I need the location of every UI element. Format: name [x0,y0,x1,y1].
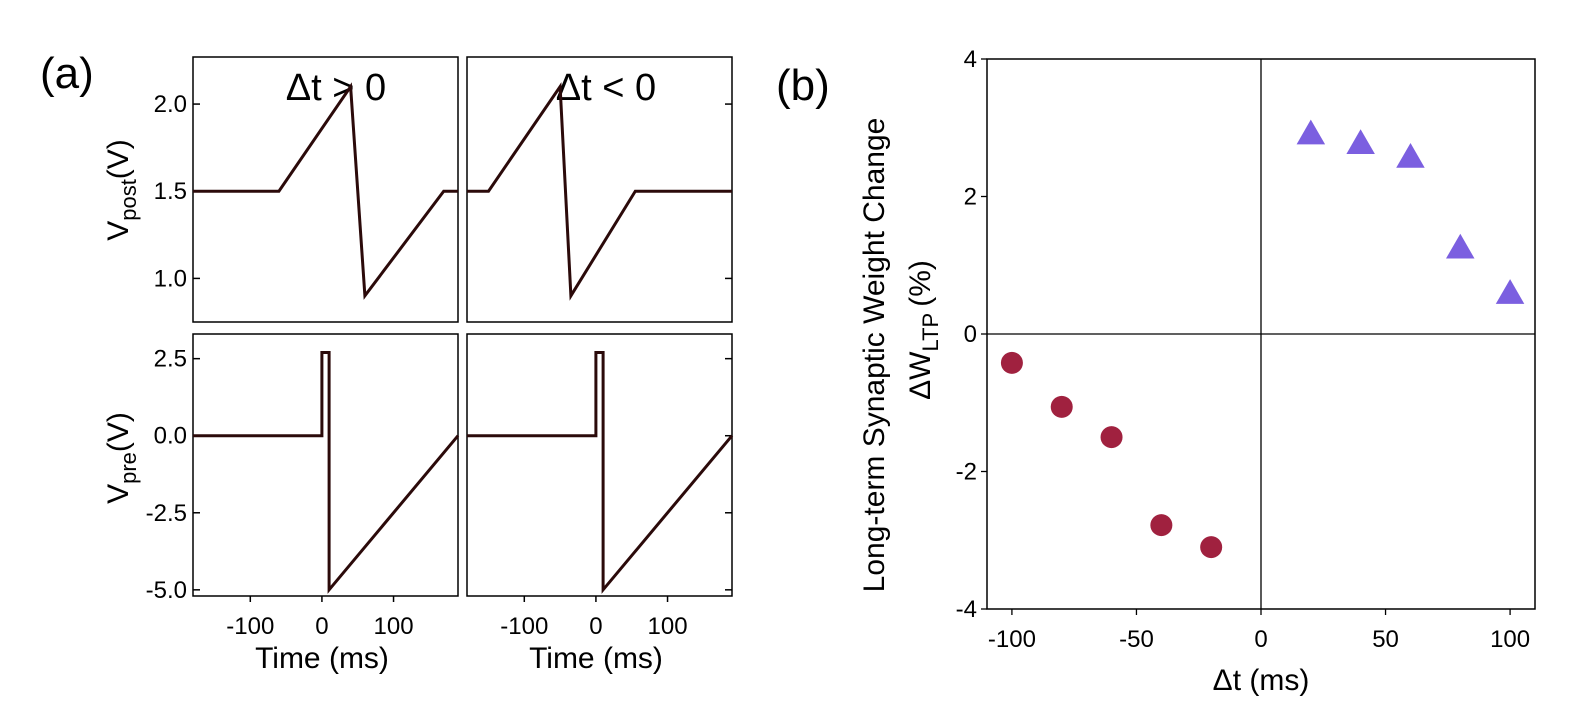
plot-a-bottom-left: Time (ms) -5.0 -2.5 0.0 2.5 -100 0 100 [146,333,460,675]
y-tick-label: 1.0 [154,265,187,292]
y-tick-label: 2.5 [154,346,187,373]
signal-trace [467,351,734,594]
data-point-circle [1100,426,1123,449]
x-tick-label: -100 [500,613,548,640]
y-axis-title-line2: ΔWLTP(%) [904,260,943,400]
y-axis-title-vpost: Vpost(V) [102,139,141,241]
x-tick-label: 100 [374,613,414,640]
x-tick-label: 0 [1254,626,1267,653]
y-tick-label: 2.0 [154,91,187,118]
y-tick-label: -4 [956,596,977,623]
x-tick-label: 50 [1372,626,1399,653]
y-tick-label: -5.0 [146,577,187,604]
y-tick-label: 2 [964,184,977,211]
signal-trace [193,351,460,594]
panel-b-label: (b) [776,61,830,110]
y-tick-label: -2.5 [146,500,187,527]
y-tick-label: 4 [964,46,977,73]
data-point-circle [1000,351,1023,374]
y-axis-title-vpre: Vpre(V) [102,412,141,504]
signal-trace [193,82,458,300]
panel-a-label: (a) [40,49,94,98]
data-point-triangle [1346,129,1375,154]
plot-frame [466,56,733,323]
data-point-circle [1200,536,1223,559]
plot-a-top-left: Δt > 0 1.0 1.5 2.0 [154,56,459,323]
plot-title: Δt < 0 [556,67,656,109]
y-tick-label: 0.0 [154,423,187,450]
x-axis-title: Time (ms) [529,642,663,675]
plot-title: Δt > 0 [286,67,386,109]
data-point-triangle [1446,233,1475,259]
data-point-triangle [1495,279,1525,304]
plot-frame [192,333,459,597]
y-tick-label: -2 [956,459,977,486]
x-axis-title: Time (ms) [255,642,389,675]
y-axis-title-line1: Long-term Synaptic Weight Change [858,118,891,593]
x-tick-label: -100 [988,626,1036,653]
plot-a-top-right: Δt < 0 [466,56,733,323]
data-point-circle [1150,514,1173,537]
x-tick-label: -50 [1119,626,1154,653]
y-tick-label: 0 [964,321,977,348]
y-tick-label: 1.5 [154,178,187,205]
plot-frame [192,56,459,323]
plot-b: Δt (ms) -4 -2 0 2 4 -100 -50 0 50 100 [956,46,1536,697]
data-point-triangle [1396,143,1425,168]
x-axis-title: Δt (ms) [1213,664,1310,697]
data-point-circle [1050,395,1073,418]
plot-frame [466,333,733,597]
data-point-triangle [1296,119,1326,145]
signal-trace [467,82,732,301]
plot-a-bottom-right: Time (ms) -100 0 100 [466,333,734,675]
x-tick-label: 0 [589,613,602,640]
x-tick-label: 100 [648,613,688,640]
x-tick-label: 0 [315,613,328,640]
x-tick-label: -100 [226,613,274,640]
x-tick-label: 100 [1490,626,1530,653]
